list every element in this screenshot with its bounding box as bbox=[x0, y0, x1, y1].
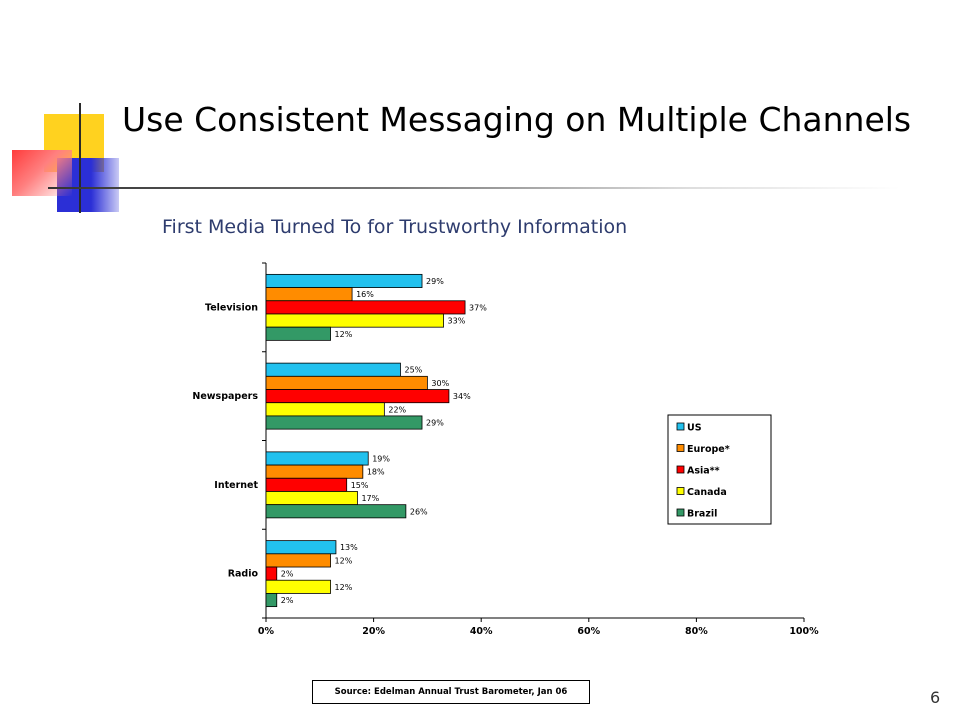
bar-us-newspapers bbox=[265, 362, 401, 377]
bar-canada-radio bbox=[265, 579, 331, 594]
chart-subtitle: First Media Turned To for Trustworthy In… bbox=[162, 216, 628, 238]
bar-europe-internet bbox=[265, 464, 364, 479]
category-label-internet: Internet bbox=[214, 480, 258, 491]
legend-label: Europe* bbox=[687, 444, 730, 455]
x-tick-label: 0% bbox=[258, 626, 275, 637]
x-tick-label: 20% bbox=[362, 626, 385, 637]
legend-label: Canada bbox=[687, 487, 727, 498]
x-tick-label: 60% bbox=[577, 626, 600, 637]
bar-asia-internet bbox=[265, 477, 348, 492]
bar-us-radio bbox=[265, 540, 337, 555]
bar-brazil-internet bbox=[265, 504, 407, 519]
legend-swatch bbox=[676, 444, 685, 452]
data-label: 34% bbox=[453, 392, 471, 401]
bar-europe-newspapers bbox=[265, 375, 428, 390]
data-label: 12% bbox=[335, 556, 353, 565]
category-label-television: Television bbox=[205, 302, 258, 313]
x-tick-label: 80% bbox=[685, 626, 708, 637]
data-label: 2% bbox=[281, 570, 294, 579]
bar-brazil-television bbox=[265, 326, 331, 341]
bar-brazil-newspapers bbox=[265, 415, 423, 430]
legend-swatch bbox=[676, 487, 685, 495]
category-label-newspapers: Newspapers bbox=[192, 391, 258, 402]
data-label: 33% bbox=[448, 317, 466, 326]
bar-canada-newspapers bbox=[265, 402, 385, 417]
bar-europe-radio bbox=[265, 553, 331, 568]
data-label: 17% bbox=[361, 494, 379, 503]
legend-label: Brazil bbox=[687, 509, 717, 520]
data-label: 26% bbox=[410, 507, 428, 516]
source-text: Source: Edelman Annual Trust Barometer, … bbox=[334, 687, 568, 697]
decor-vertical-line bbox=[79, 103, 81, 213]
bar-canada-internet bbox=[265, 491, 358, 506]
bar-us-television bbox=[265, 273, 423, 288]
title-underline bbox=[48, 187, 900, 189]
source-note: Source: Edelman Annual Trust Barometer, … bbox=[312, 680, 590, 704]
bar-asia-television bbox=[265, 300, 466, 315]
decor-red-square bbox=[12, 150, 72, 196]
x-tick-label: 100% bbox=[789, 626, 819, 637]
legend-swatch bbox=[676, 422, 685, 431]
data-label: 12% bbox=[335, 583, 353, 592]
legend-swatch bbox=[676, 508, 685, 517]
x-tick-label: 40% bbox=[470, 626, 493, 637]
bar-asia-radio bbox=[265, 566, 278, 581]
data-label: 16% bbox=[356, 290, 374, 299]
legend-box bbox=[667, 414, 772, 525]
bar-canada-television bbox=[265, 313, 444, 328]
data-label: 15% bbox=[351, 481, 369, 490]
data-label: 29% bbox=[426, 419, 444, 428]
data-label: 2% bbox=[281, 596, 294, 605]
data-label: 30% bbox=[431, 379, 449, 388]
data-label: 18% bbox=[367, 468, 385, 477]
data-label: 12% bbox=[335, 330, 353, 339]
bar-chart: 0% 20% 40% 60% 80% 100% 29% 16% 37%33% 12% Televis… bbox=[192, 262, 819, 637]
category-label-radio: Radio bbox=[228, 569, 259, 580]
data-label: 37% bbox=[469, 303, 487, 312]
data-label: 22% bbox=[388, 405, 406, 414]
bar-us-internet bbox=[265, 451, 369, 466]
data-label: 13% bbox=[340, 543, 358, 552]
slide-title: Use Consistent Messaging on Multiple Cha… bbox=[122, 100, 912, 139]
data-label: 29% bbox=[426, 277, 444, 286]
data-label: 19% bbox=[372, 454, 390, 463]
bar-asia-newspapers bbox=[265, 389, 450, 404]
data-label: 25% bbox=[405, 366, 423, 375]
legend-label: Asia** bbox=[687, 466, 720, 477]
bar-europe-television bbox=[265, 287, 353, 302]
legend-swatch bbox=[676, 465, 685, 474]
page-number: 6 bbox=[930, 688, 941, 707]
bar-brazil-radio bbox=[265, 593, 278, 608]
legend-label: US bbox=[687, 423, 702, 434]
